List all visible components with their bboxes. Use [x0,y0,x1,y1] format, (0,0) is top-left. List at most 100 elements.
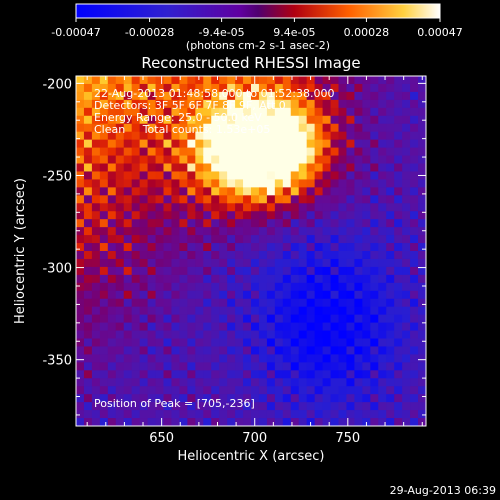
heatmap-cell [314,322,324,332]
heatmap-cell [290,282,300,292]
heatmap-cell [314,274,324,284]
heatmap-cell [211,362,220,371]
heatmap-cell [83,314,93,324]
heatmap-cell [155,418,164,426]
heatmap-cell [362,139,371,149]
heatmap-cell [195,378,204,387]
heatmap-cell [179,131,188,141]
heatmap-cell [330,155,339,164]
heatmap-cell [338,83,347,93]
heatmap-cell [274,115,284,125]
heatmap-cell [171,282,180,292]
heatmap-cell [346,163,355,172]
heatmap-cell [338,211,347,220]
heatmap-cell [274,179,284,188]
heatmap-cell [147,251,157,260]
heatmap-cell [402,418,411,426]
heatmap-cell [386,123,395,133]
heatmap-cell [155,266,164,276]
heatmap-cell [243,370,252,379]
heatmap-cell [179,370,188,379]
heatmap-cell [131,147,141,157]
heatmap-cell [115,139,125,149]
heatmap-cell [83,211,93,220]
heatmap-cell [131,123,141,133]
heatmap-cell [179,171,188,180]
heatmap-cell [163,235,172,244]
heatmap-cell [83,266,93,276]
heatmap-cell [107,298,117,308]
heatmap-cell [219,91,228,101]
heatmap-cell [251,394,260,403]
heatmap-cell [394,195,403,204]
heatmap-cell [211,282,220,292]
heatmap-cell [266,410,276,419]
heatmap-cell [298,99,308,109]
heatmap-cell [235,346,244,355]
heatmap-cell [290,155,300,164]
heatmap-cell [227,362,236,371]
heatmap-cell [338,147,347,157]
heatmap-cell [338,179,347,188]
heatmap-cell [91,163,101,172]
heatmap-cell [258,123,268,133]
heatmap-cell [195,123,204,133]
heatmap-cell [139,139,149,149]
heatmap-cell [243,76,252,85]
heatmap-cell [211,266,220,276]
heatmap-cell [115,107,125,117]
heatmap-cell [346,139,355,149]
heatmap-cell [362,155,371,164]
heatmap-cell [195,274,204,284]
heatmap-cell [274,402,284,411]
heatmap-cell [243,187,252,196]
heatmap-cell [346,235,355,244]
heatmap-cell [266,211,276,220]
heatmap-cell [378,346,387,355]
heatmap-cell [187,187,196,196]
heatmap-cell [83,139,93,149]
heatmap-cell [314,131,324,141]
heatmap-cell [187,179,196,188]
heatmap-cell [330,99,339,109]
heatmap-cell [203,203,212,212]
heatmap-cell [91,131,101,141]
heatmap-cell [322,187,332,196]
heatmap-cell [115,179,125,188]
heatmap-cell [235,76,244,85]
heatmap-cell [163,322,172,332]
heatmap-cell [123,418,133,426]
heatmap-cell [139,163,149,172]
heatmap-cell [131,251,141,260]
heatmap-cell [227,346,236,355]
heatmap-cell [219,314,228,324]
heatmap-cell [258,290,268,300]
heatmap-cell [155,354,164,363]
heatmap-cell [378,330,387,339]
heatmap-cell [243,211,252,220]
heatmap-cell [235,195,244,204]
heatmap-cell [298,91,308,101]
heatmap-cell [354,354,363,363]
heatmap-cell [330,123,339,133]
heatmap-cell [410,330,419,339]
heatmap-cell [99,378,109,387]
heatmap-cell [251,410,260,419]
heatmap-cell [203,171,212,180]
heatmap-cell [243,139,252,149]
heatmap-cell [402,123,411,133]
heatmap-cell [227,266,236,276]
heatmap-cell [274,266,284,276]
heatmap-cell [179,266,188,276]
heatmap-cell [219,99,228,109]
heatmap-cell [346,282,355,292]
heatmap-cell [330,235,339,244]
heatmap-cell [386,187,395,196]
heatmap-cell [107,378,117,387]
heatmap-cell [163,227,172,236]
heatmap-cell [76,91,85,101]
y-tick-label: -200 [42,77,72,92]
heatmap-cell [410,91,419,101]
heatmap-cell [107,227,117,236]
heatmap-cell [203,418,212,426]
